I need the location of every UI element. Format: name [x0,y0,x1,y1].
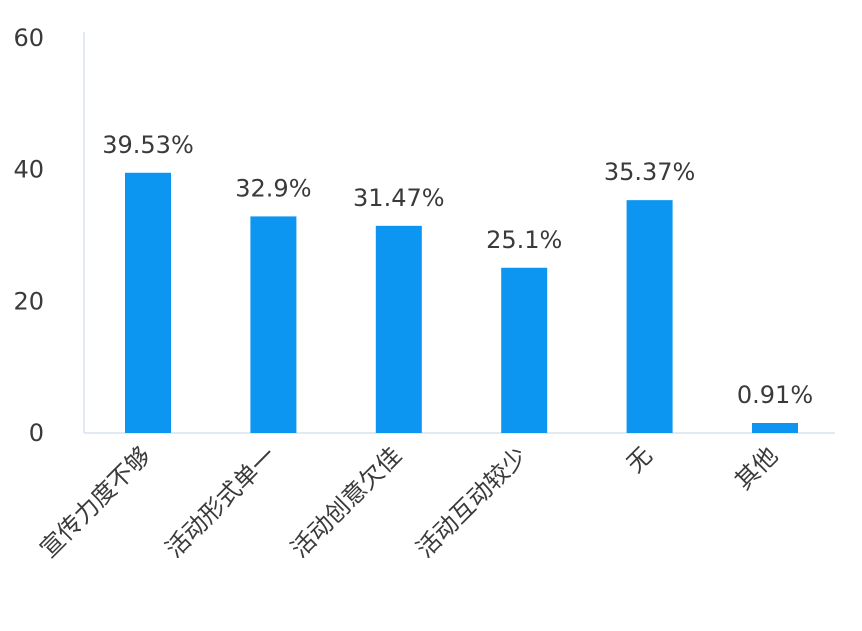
data-label: 31.47% [353,184,445,212]
y-tick-label: 20 [13,287,44,315]
y-tick-label: 40 [13,156,44,184]
category-label: 宣传力度不够 [35,441,157,563]
category-label: 其他 [730,441,784,495]
category-labels: 宣传力度不够 活动形式单一 活动创意欠佳 活动互动较少 无 其他 [35,441,784,563]
data-label: 32.9% [235,174,311,202]
category-label: 活动创意欠佳 [285,441,407,563]
bar[interactable] [375,225,422,433]
bar[interactable] [626,200,673,433]
bar[interactable] [752,423,798,433]
y-tick-label: 0 [29,419,44,447]
y-tick-label: 60 [13,24,44,52]
y-axis: 0 20 40 60 [13,24,85,447]
data-label: 0.91% [737,381,813,409]
bar-series [125,172,798,433]
category-label: 无 [621,441,658,478]
data-label: 39.53% [102,131,194,159]
data-label: 25.1% [486,226,562,254]
bar[interactable] [250,216,297,433]
category-label: 活动形式单一 [160,441,282,563]
data-labels: 39.53% 32.9% 31.47% 25.1% 35.37% 0.91% [102,131,813,409]
data-label: 35.37% [604,158,696,186]
category-label: 活动互动较少 [411,441,533,563]
bar[interactable] [125,172,171,433]
bar[interactable] [501,267,548,433]
